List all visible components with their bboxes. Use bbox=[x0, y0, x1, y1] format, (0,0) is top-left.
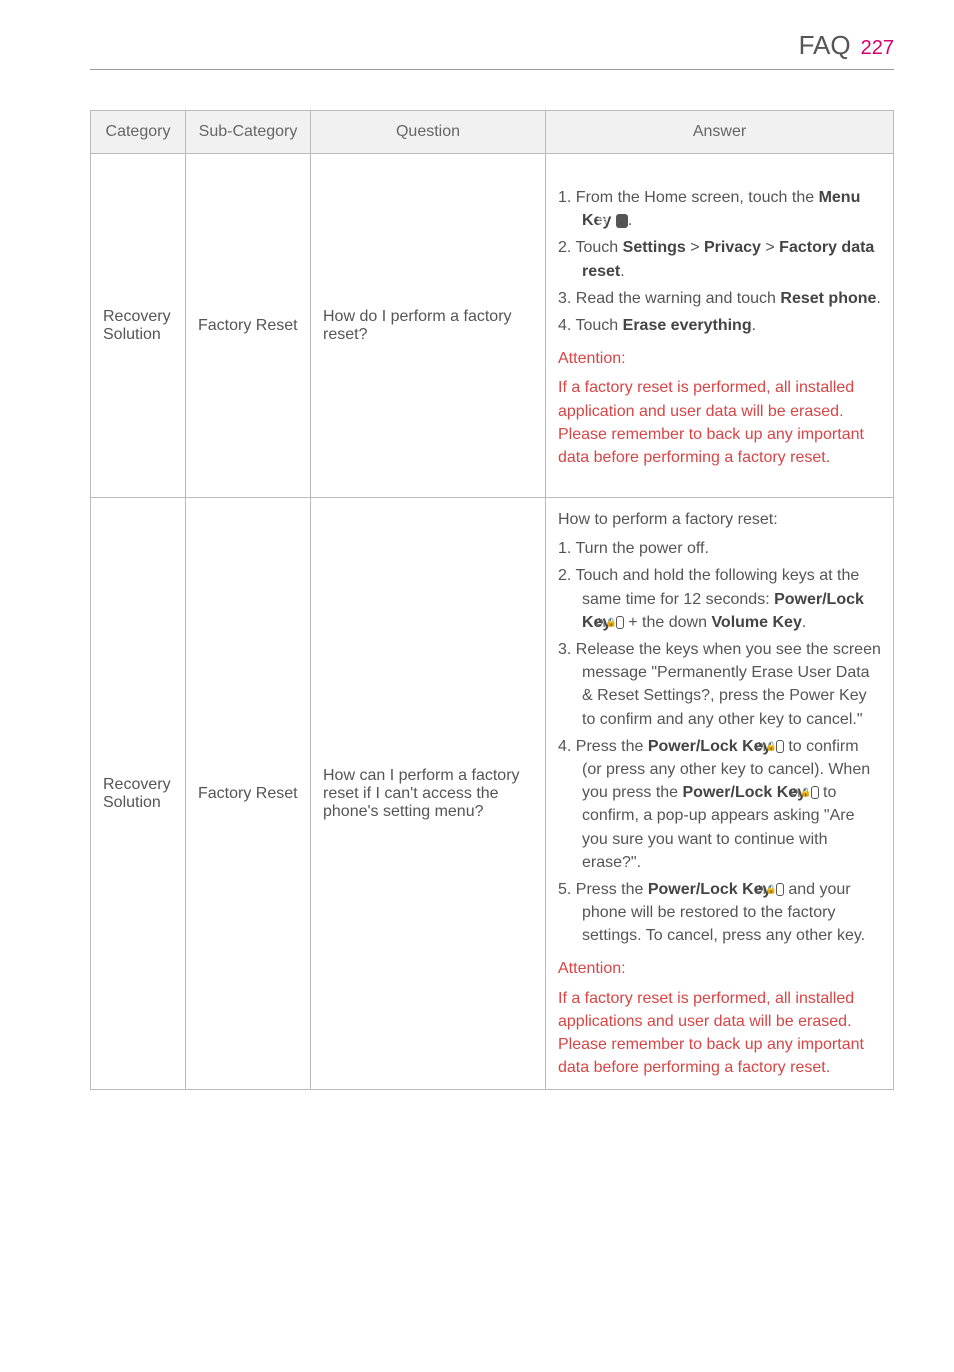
answer-step: 3. Read the warning and touch Reset phon… bbox=[558, 287, 881, 310]
cell-answer: 1. From the Home screen, touch the Menu … bbox=[546, 154, 894, 498]
header-page-number: 227 bbox=[861, 37, 894, 60]
power-lock-key-icon: ⏻|🔒 bbox=[776, 740, 784, 753]
bold-text: Privacy bbox=[704, 239, 761, 256]
cell-subcategory: Factory Reset bbox=[186, 154, 311, 498]
col-header-category: Category bbox=[91, 111, 186, 154]
cell-category: Recovery Solution bbox=[91, 498, 186, 1090]
header-title: FAQ bbox=[799, 30, 851, 61]
answer-step: 4. Press the Power/Lock Key ⏻|🔒 to confi… bbox=[558, 735, 881, 874]
answer-step: 2. Touch and hold the following keys at … bbox=[558, 564, 881, 634]
answer-step: 1. From the Home screen, touch the Menu … bbox=[558, 186, 881, 232]
bold-text: Power/Lock Key bbox=[648, 881, 772, 898]
table-row: Recovery SolutionFactory ResetHow can I … bbox=[91, 498, 894, 1090]
bold-text: Volume Key bbox=[711, 614, 801, 631]
col-header-question: Question bbox=[311, 111, 546, 154]
answer-step: 1. Turn the power off. bbox=[558, 537, 881, 560]
answer-step: 4. Touch Erase everything. bbox=[558, 314, 881, 337]
attention-heading: Attention: bbox=[558, 957, 881, 980]
cell-question: How do I perform a factory reset? bbox=[311, 154, 546, 498]
power-lock-key-icon: ⏻|🔒 bbox=[616, 616, 624, 629]
table-header-row: Category Sub-Category Question Answer bbox=[91, 111, 894, 154]
col-header-answer: Answer bbox=[546, 111, 894, 154]
cell-question: How can I perform a factory reset if I c… bbox=[311, 498, 546, 1090]
bold-text: Erase everything bbox=[623, 317, 752, 334]
attention-body: If a factory reset is performed, all ins… bbox=[558, 376, 881, 469]
cell-subcategory: Factory Reset bbox=[186, 498, 311, 1090]
answer-steps: 1. From the Home screen, touch the Menu … bbox=[558, 186, 881, 337]
bold-text: Settings bbox=[623, 239, 686, 256]
table-row: Recovery SolutionFactory ResetHow do I p… bbox=[91, 154, 894, 498]
power-lock-key-icon: ⏻|🔒 bbox=[811, 786, 819, 799]
page-header: FAQ 227 bbox=[90, 30, 894, 70]
bold-text: Power/Lock Key bbox=[683, 784, 807, 801]
faq-table: Category Sub-Category Question Answer Re… bbox=[90, 110, 894, 1090]
attention-body: If a factory reset is performed, all ins… bbox=[558, 987, 881, 1080]
answer-intro: How to perform a factory reset: bbox=[558, 508, 881, 531]
answer-step: 2. Touch Settings > Privacy > Factory da… bbox=[558, 236, 881, 282]
bold-text: Power/Lock Key bbox=[648, 738, 772, 755]
answer-step: 3. Release the keys when you see the scr… bbox=[558, 638, 881, 731]
answer-step: 5. Press the Power/Lock Key ⏻|🔒 and your… bbox=[558, 878, 881, 948]
cell-answer: How to perform a factory reset: 1. Turn t… bbox=[546, 498, 894, 1090]
answer-steps: 1. Turn the power off. 2. Touch and hold … bbox=[558, 537, 881, 947]
bold-text: Reset phone bbox=[780, 290, 876, 307]
menu-key-icon: ▤ bbox=[616, 214, 628, 228]
page-container: FAQ 227 Category Sub-Category Question A… bbox=[0, 0, 954, 1120]
attention-heading: Attention: bbox=[558, 347, 881, 370]
cell-category: Recovery Solution bbox=[91, 154, 186, 498]
power-lock-key-icon: ⏻|🔒 bbox=[776, 883, 784, 896]
col-header-subcategory: Sub-Category bbox=[186, 111, 311, 154]
